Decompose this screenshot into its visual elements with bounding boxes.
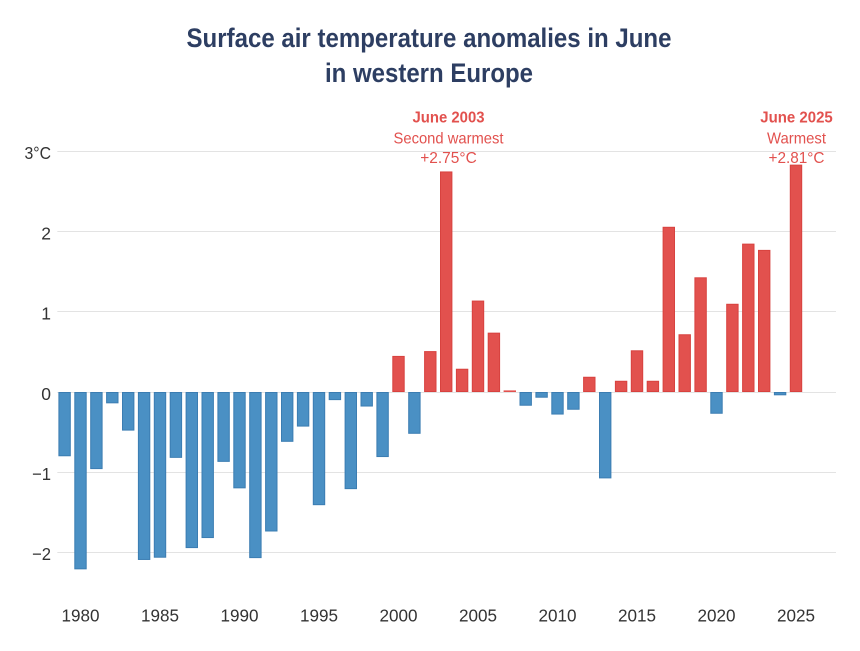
svg-text:−2: −2 [32,544,51,564]
svg-text:Second warmest: Second warmest [394,130,505,147]
svg-text:−1: −1 [32,464,51,484]
svg-text:+2.75°C: +2.75°C [420,150,477,167]
svg-text:in western Europe: in western Europe [325,58,533,88]
svg-text:3°C: 3°C [25,143,52,163]
svg-text:2005: 2005 [459,605,497,625]
svg-text:June 2003: June 2003 [413,109,485,126]
svg-text:2: 2 [41,223,51,243]
svg-text:June 2025: June 2025 [760,109,833,126]
svg-text:Warmest: Warmest [767,130,827,147]
svg-text:2000: 2000 [380,605,418,625]
svg-text:1995: 1995 [300,605,338,625]
svg-text:2025: 2025 [777,605,815,625]
svg-text:1980: 1980 [62,605,100,625]
svg-text:Surface air temperature anomal: Surface air temperature anomalies in Jun… [187,23,672,53]
svg-text:0: 0 [41,384,51,404]
svg-text:2010: 2010 [539,605,577,625]
svg-text:1: 1 [41,304,51,324]
svg-text:2015: 2015 [618,605,656,625]
svg-text:1985: 1985 [141,605,179,625]
svg-text:2020: 2020 [698,605,736,625]
svg-text:+2.81°C: +2.81°C [769,150,825,167]
svg-text:1990: 1990 [221,605,259,625]
